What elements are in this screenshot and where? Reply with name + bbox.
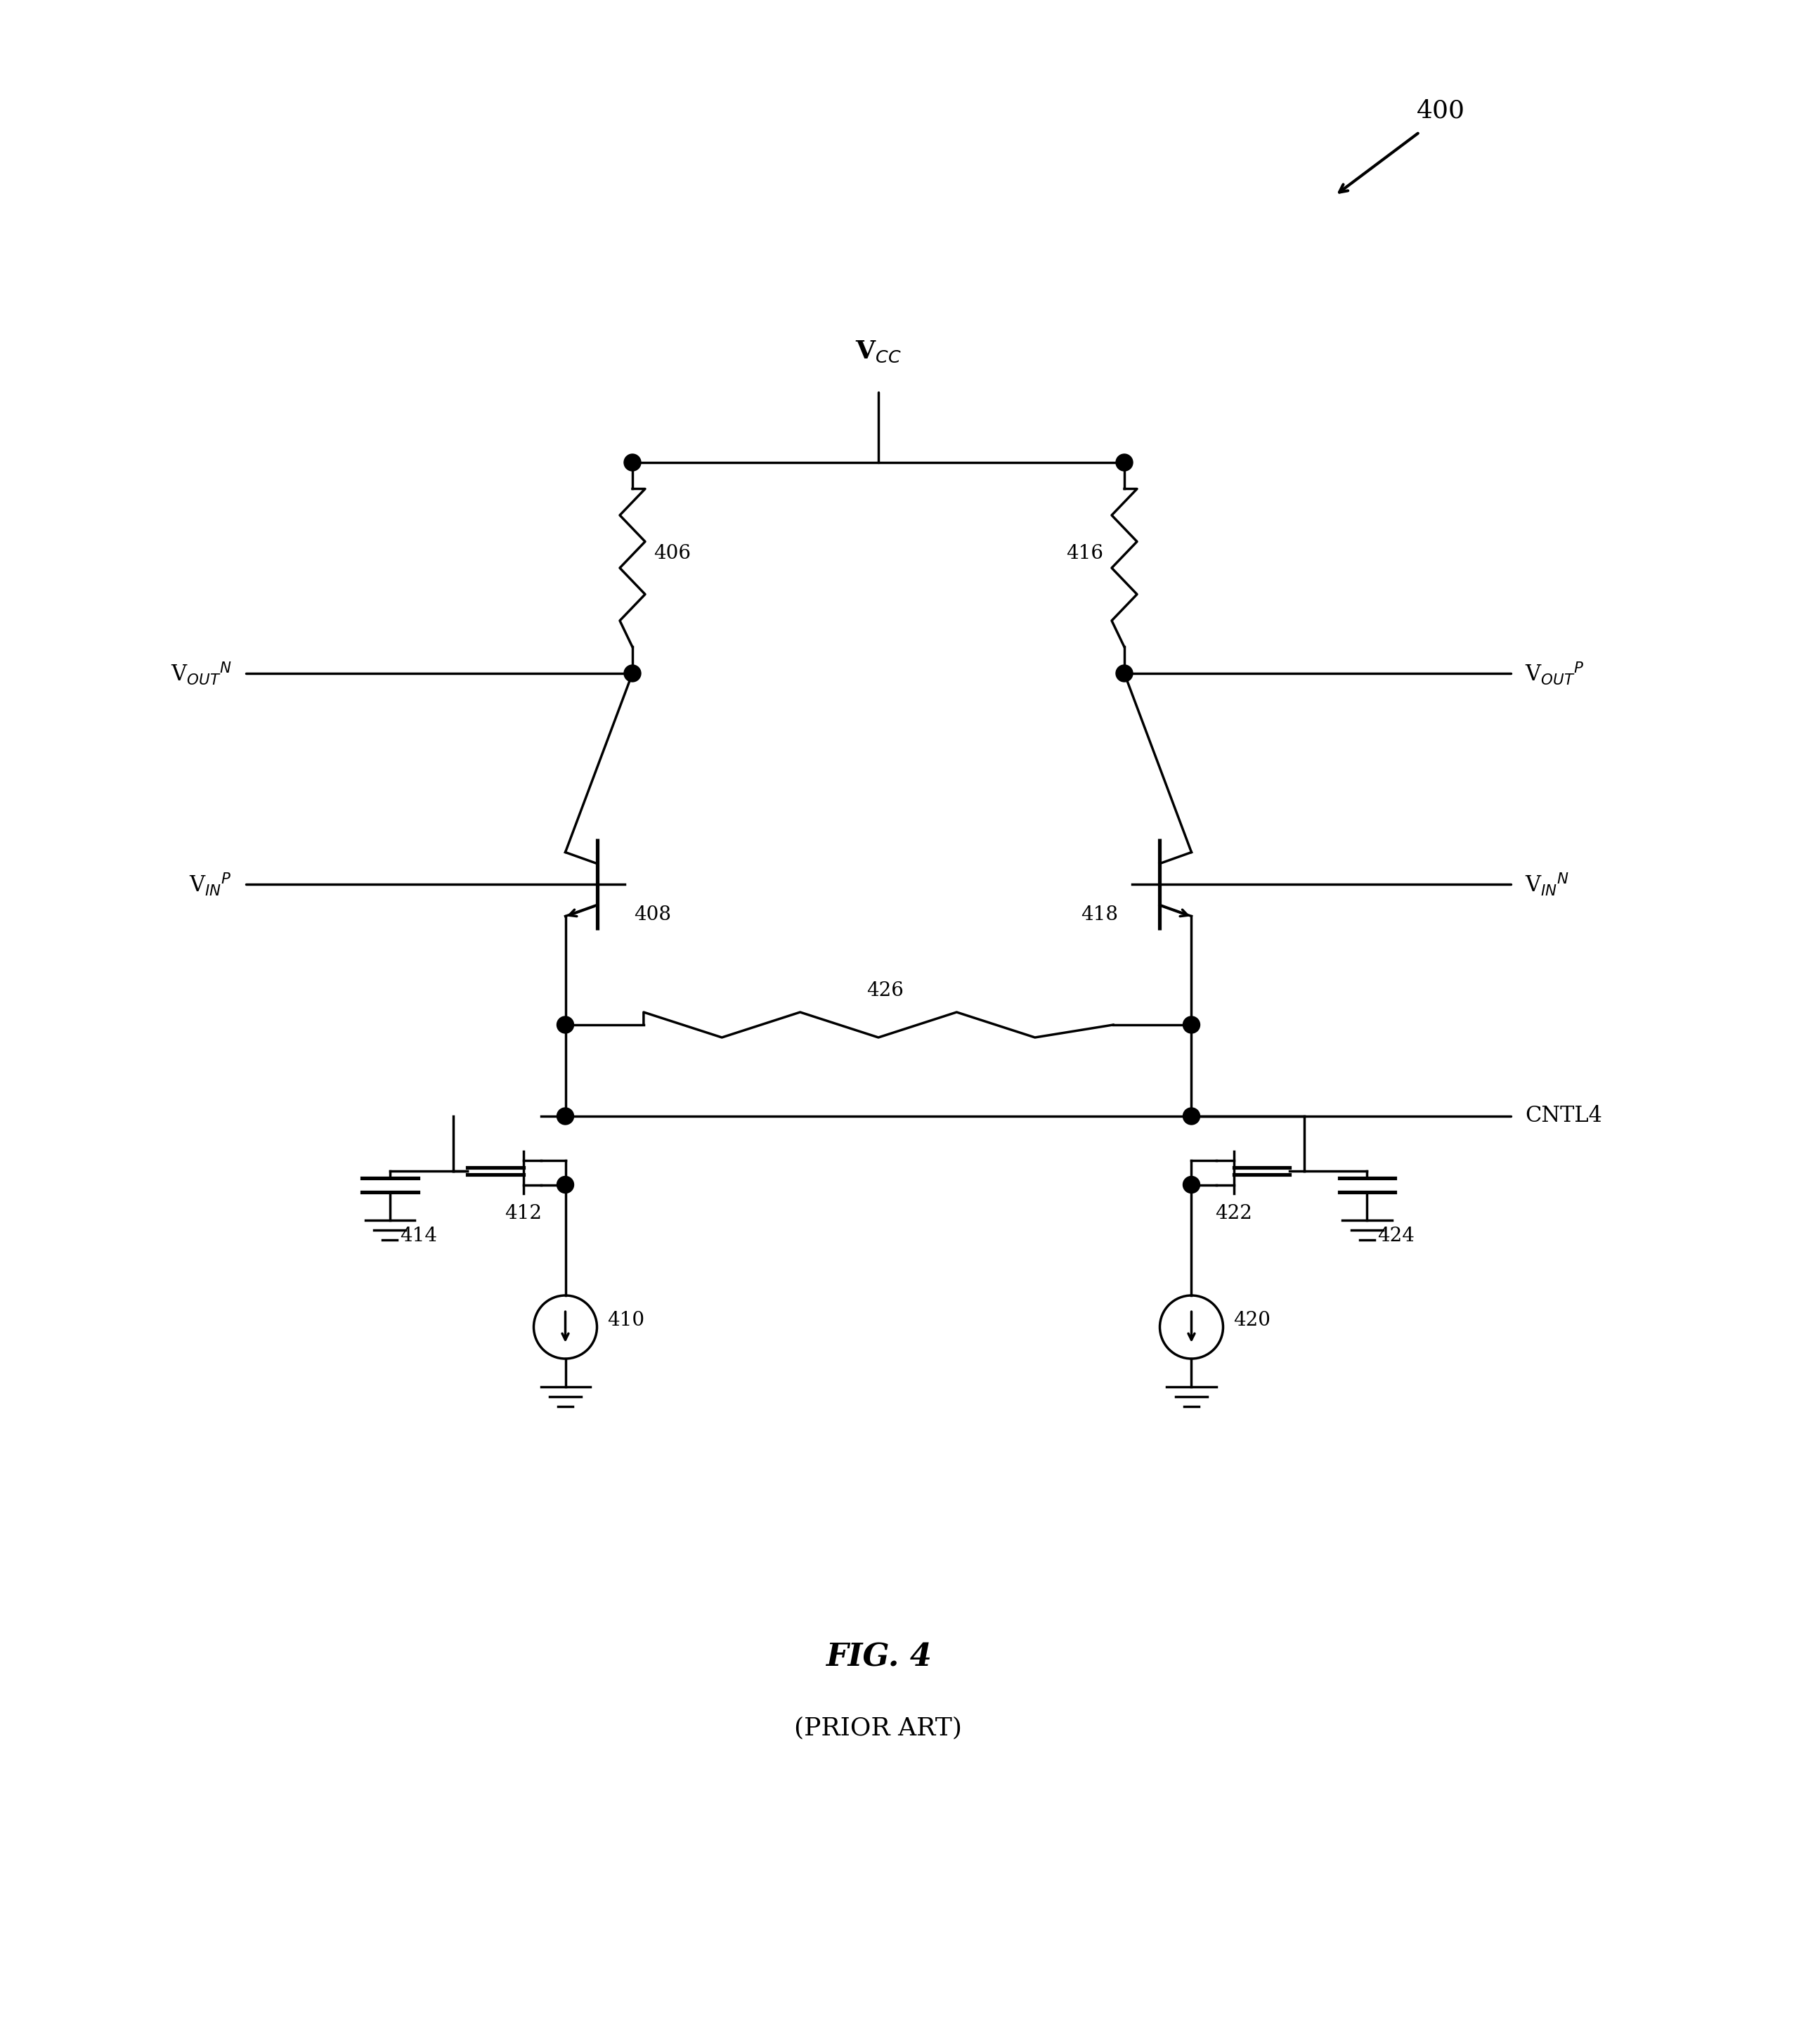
Text: V$_{CC}$: V$_{CC}$ [856, 339, 901, 364]
Circle shape [557, 1108, 573, 1124]
Text: FIG. 4: FIG. 4 [825, 1641, 932, 1672]
Text: (PRIOR ART): (PRIOR ART) [794, 1715, 963, 1739]
Text: 408: 408 [635, 905, 671, 924]
Circle shape [1184, 1108, 1200, 1124]
Text: 416: 416 [1066, 544, 1104, 564]
Circle shape [1184, 1016, 1200, 1034]
Circle shape [557, 1175, 573, 1194]
Text: 400: 400 [1416, 98, 1465, 123]
Circle shape [1184, 1175, 1200, 1194]
Text: V$_{OUT}$$^{P}$: V$_{OUT}$$^{P}$ [1525, 660, 1585, 687]
Circle shape [1117, 454, 1133, 470]
Text: 426: 426 [867, 981, 905, 1000]
Text: 406: 406 [653, 544, 691, 564]
Text: 414: 414 [401, 1226, 437, 1247]
Text: V$_{IN}$$^{N}$: V$_{IN}$$^{N}$ [1525, 871, 1570, 897]
Text: 412: 412 [504, 1204, 542, 1222]
Circle shape [624, 454, 640, 470]
Text: V$_{IN}$$^{P}$: V$_{IN}$$^{P}$ [189, 871, 232, 897]
Text: 420: 420 [1233, 1310, 1271, 1329]
Text: CNTL4: CNTL4 [1525, 1106, 1603, 1126]
Circle shape [624, 664, 640, 683]
Text: V$_{OUT}$$^{N}$: V$_{OUT}$$^{N}$ [170, 660, 232, 687]
Text: 418: 418 [1081, 905, 1119, 924]
Text: 410: 410 [607, 1310, 645, 1329]
Circle shape [557, 1016, 573, 1034]
Text: 422: 422 [1215, 1204, 1253, 1222]
Circle shape [1117, 664, 1133, 683]
Text: 424: 424 [1378, 1226, 1414, 1247]
